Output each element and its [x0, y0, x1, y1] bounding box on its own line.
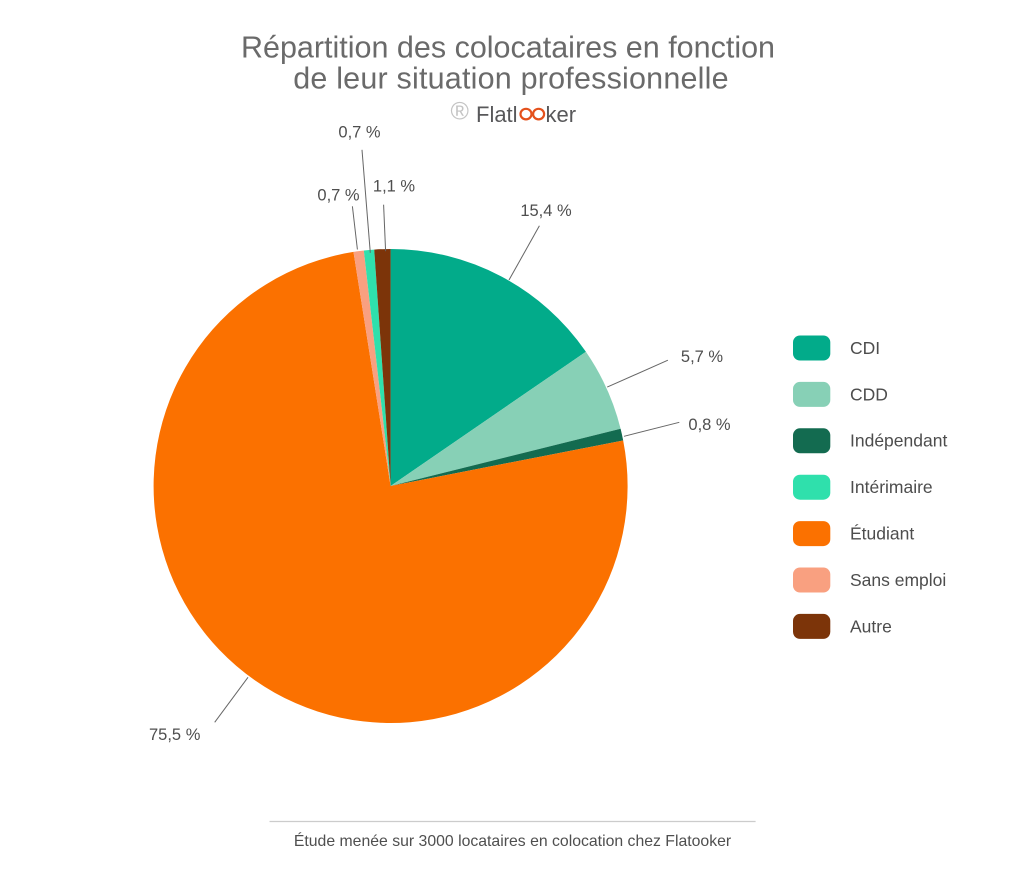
svg-text:Sans emploi: Sans emploi [850, 570, 946, 590]
svg-text:0,7 %: 0,7 % [338, 123, 381, 141]
svg-text:Autre: Autre [850, 616, 892, 636]
svg-text:de leur situation professionne: de leur situation professionnelle [293, 62, 729, 96]
svg-text:5,7 %: 5,7 % [681, 348, 724, 366]
svg-text:Flatl: Flatl [476, 102, 518, 127]
svg-text:1,1 %: 1,1 % [373, 178, 416, 196]
svg-text:®: ® [451, 98, 470, 126]
svg-text:Indépendant: Indépendant [850, 431, 947, 451]
svg-text:CDI: CDI [850, 338, 880, 358]
svg-text:0,8 %: 0,8 % [688, 416, 731, 434]
svg-text:Répartition des colocataires e: Répartition des colocataires en fonction [241, 31, 775, 65]
svg-text:0,7 %: 0,7 % [317, 186, 360, 204]
svg-text:ker: ker [546, 102, 577, 127]
svg-text:CDD: CDD [850, 384, 888, 404]
svg-text:Étudiant: Étudiant [850, 524, 914, 544]
svg-text:75,5 %: 75,5 % [149, 726, 201, 744]
svg-text:Intérimaire: Intérimaire [850, 477, 933, 497]
svg-text:15,4 %: 15,4 % [520, 202, 572, 220]
svg-text:Étude menée sur 3000 locataire: Étude menée sur 3000 locataires en coloc… [294, 831, 731, 850]
